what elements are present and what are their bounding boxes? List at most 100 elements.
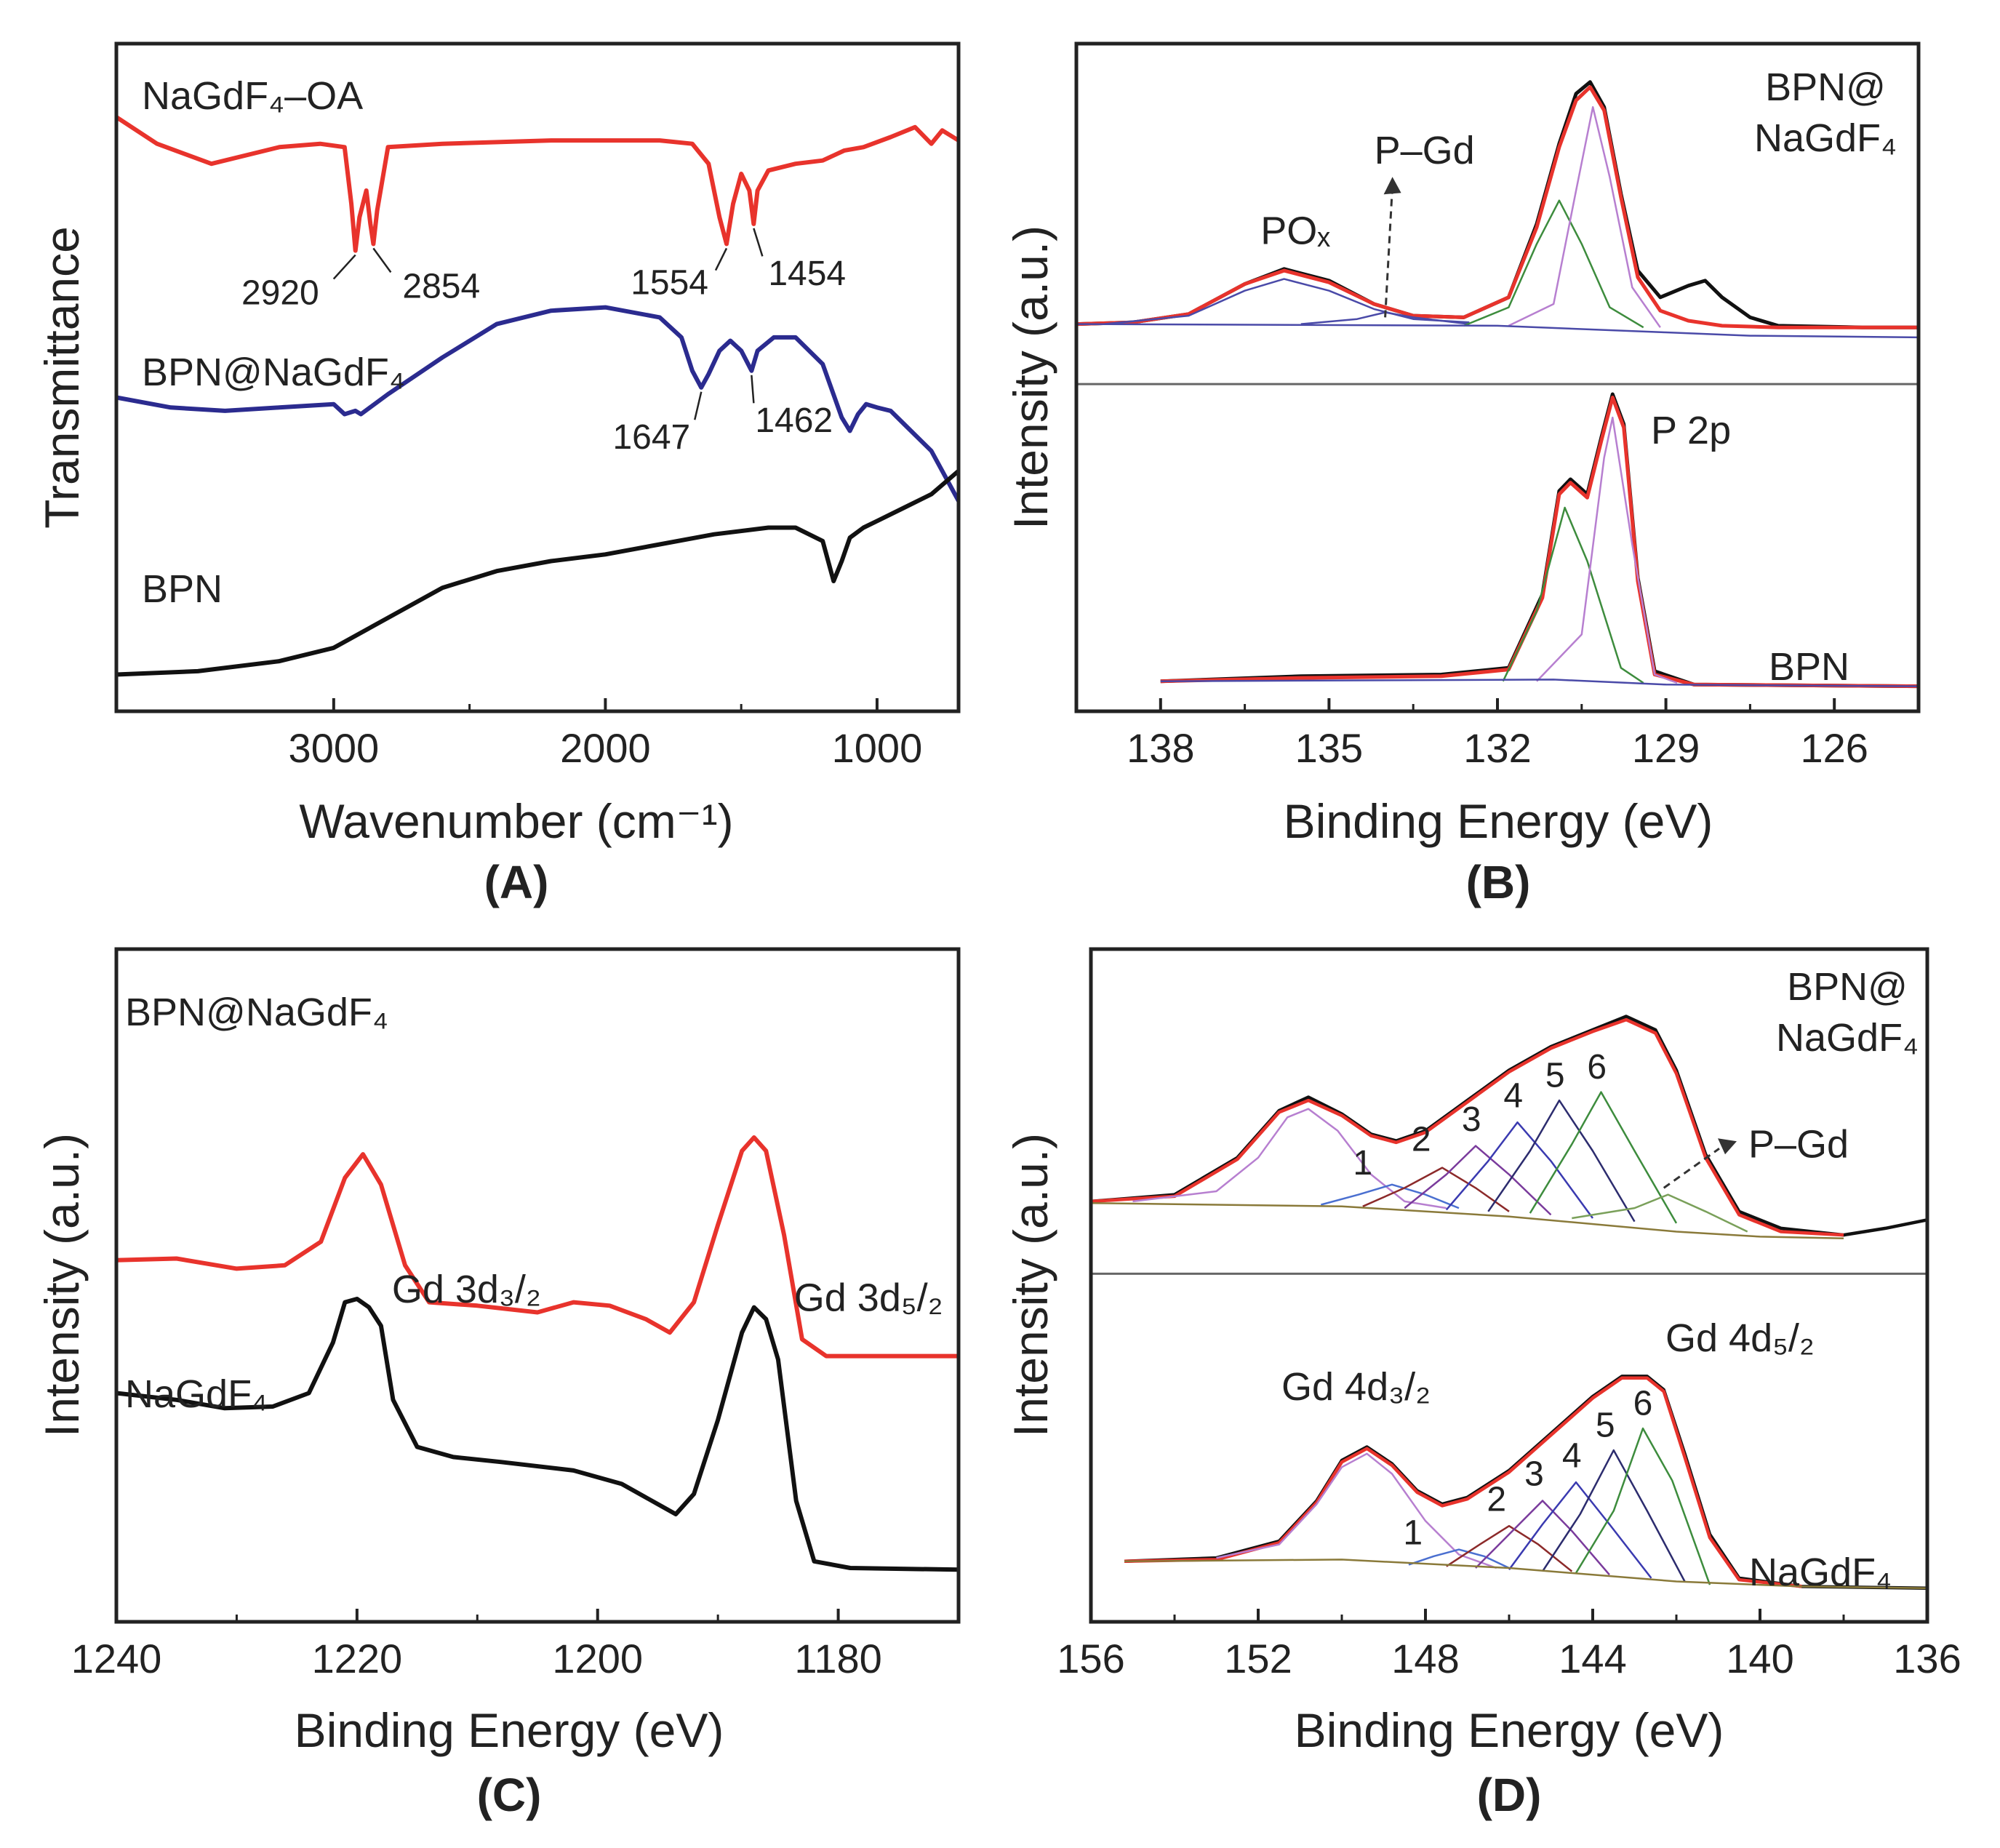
panel-a-annotation-1462: 1462 [755,401,833,440]
panel-b-tick-label: 132 [1463,725,1531,771]
panel-d-annotation-p-gd: P–Gd [1748,1122,1849,1166]
panel-d-tick-label: 136 [1893,1636,1961,1681]
panel-c-annotation-gd-3d: Gd 3d₅/₂ [794,1276,943,1320]
panel-c-ticks: 1240 1220 1200 1180 [71,1609,882,1681]
panel-b-series-bpn-nagdf-background [1076,323,1919,339]
panel-d-x-axis-title: Binding Energy (eV) [1295,1703,1724,1757]
panel-d-peak-label-1: 1 [1403,1514,1423,1553]
panel-b-tick-label: 129 [1632,725,1700,771]
panel-b-series-bpn-nagdf-fit [1076,85,1919,329]
panel-c-y-axis-title: Intensity (a.u.) [35,1133,89,1437]
panel-c-plot [116,1135,959,1572]
panel-a-annotation-2854: 2854 [402,267,480,305]
panel-d-series-bpn-nagdf-peak-4 [1445,1121,1594,1219]
panel-a-series-label-bpn: BPN [142,567,223,611]
panel-b-tick-label: 135 [1295,725,1363,771]
panel-d-peak-label-4: 4 [1503,1076,1523,1115]
panel-a: 3000 2000 1000 Transmittance Wavenumber (c… [35,41,961,908]
panel-d-peak-label-6: 6 [1633,1385,1653,1423]
panel-a-tick-label: 1000 [832,725,923,771]
panel-b-series-bpn-fit [1160,396,1919,689]
panel-b-series-bpn-p-2p1-2-component [1502,506,1644,684]
panel-a-label: (A) [484,856,549,908]
panel-a-annotation-1647: 1647 [612,418,690,457]
panel-a-series-bpn-nagdf [116,305,961,503]
panel-b-ticks: 138 135 132 129 126 [1127,698,1868,771]
panel-d-tick-label: 156 [1057,1636,1124,1681]
panel-d-series-nagdf-peak-4 [1508,1481,1652,1579]
panel-d-tick-label: 140 [1726,1636,1793,1681]
panel-b-series-bpn-background [1160,679,1919,687]
panel-b-y-axis-title: Intensity (a.u.) [1004,225,1057,529]
panel-b-series-label-bpn-at: BPN@ [1765,65,1886,109]
panel-b-plot [1076,80,1919,689]
panel-a-plot [115,115,961,677]
panel-c-annotations: Gd 3d₃/₂ Gd 3d₅/₂ [392,1268,943,1320]
panel-a-x-axis-title: Wavenumber (cm⁻¹) [299,794,733,848]
panel-d-p-gd-arrowhead [1718,1138,1737,1155]
panel-a-annotation-2920: 2920 [241,274,319,313]
panel-d-peak-label-2: 2 [1412,1121,1431,1159]
panel-d-series-nagdf-fit [1124,1376,1802,1588]
panel-a-annotation-1554: 1554 [631,263,708,302]
panel-d-peak-label-1: 1 [1353,1144,1372,1183]
panel-c-tick-label: 1220 [312,1636,403,1681]
panel-d-series-label-nagdf4-top: NaGdF₄ [1776,1016,1919,1060]
panel-c-series-label-bpn-nagdf4: BPN@NaGdF₄ [125,991,388,1034]
panel-c-tick-label: 1180 [794,1636,881,1681]
panel-d-ticks: 156 152 148 144 140 136 [1057,1609,1961,1681]
panel-a-series-label-bpn-nagdf4: BPN@NaGdF₄ [142,351,405,394]
panel-b-p-gd-arrowhead [1383,177,1401,195]
panel-a-series-label-naGdF4-oa: NaGdF₄–OA [142,74,363,118]
panel-a-ticks: 3000 2000 1000 [289,698,923,771]
panel-b-x-axis-title: Binding Energy (eV) [1284,794,1713,848]
panel-d-series-label-gd4d32: Gd 4d₃/₂ [1281,1365,1431,1409]
panel-d-series-bpn-nagdf-peak-6 [1529,1091,1678,1224]
panel-a-annotation-1454: 1454 [768,255,846,293]
panel-d-annotations: P–Gd [1663,1122,1849,1189]
panel-d-peak-label-4: 4 [1562,1436,1582,1475]
panel-d-series-bpn-nagdf-peak-1 [1320,1183,1460,1209]
panel-b-series-bpn-nagdf-p-2p3-2-component [1508,105,1661,328]
panel-b-annotation-po: POₓ [1260,209,1330,252]
panel-b-annotation-p-gd: P–Gd [1375,129,1475,172]
panel-b-tick-label: 138 [1127,725,1194,771]
panel-d-series-nagdf-peak-5 [1541,1449,1686,1583]
panel-a-frame [114,41,961,713]
panel-d: 156 152 148 144 140 136 Intensity (a.u.) Bind… [1004,947,1961,1821]
panel-d-series-label-bpn-at: BPN@ [1787,965,1908,1009]
panel-a-series-bpn [116,469,960,677]
panel-b-label: (B) [1466,856,1531,908]
panel-d-series-bpn-nagdf-peak-2 [1362,1167,1510,1212]
panel-a-annotation-leader [372,247,392,273]
panel-b-p-gd-arrow-line [1384,185,1394,318]
panel-d-tick-label: 144 [1559,1636,1626,1681]
panel-d-plot [1090,1015,1928,1591]
panel-d-tick-label: 148 [1391,1636,1459,1681]
panel-d-peak-label-3: 3 [1462,1100,1481,1139]
panel-b-series-bpn-nagdf-po-component [1104,278,1470,325]
panel-d-tick-label: 152 [1224,1636,1292,1681]
panel-d-series-bpn-nagdf-fit [1090,1017,1844,1237]
panel-a-series-nagdf-oa [115,115,960,253]
panel-c-tick-label: 1200 [552,1636,643,1681]
panel-d-series-nagdf-peak-2 [1446,1524,1573,1572]
panel-b-tick-label: 126 [1800,725,1868,771]
panel-a-annotation-leader [694,391,703,420]
panel-b-annotations: POₓ P–Gd [1260,129,1475,318]
panel-d-series-nagdf-background [1124,1559,1928,1590]
panel-c-series-label-nagdf4: NaGdF₄ [125,1372,268,1416]
panel-c-series-nagdf [116,1297,959,1572]
panel-d-peak-label-2: 2 [1487,1480,1506,1519]
panel-c-series-bpn-nagdf [116,1135,959,1359]
panel-b: 138 135 132 129 126 Intensity (a.u.) Binding… [1004,41,1921,908]
panel-d-label: (D) [1477,1769,1542,1821]
panel-a-annotation-leader [751,375,755,404]
panel-c-annotation-gd-3d: Gd 3d₃/₂ [392,1268,541,1311]
panel-d-series-bpn-nagdf-background [1090,1201,1844,1240]
panel-c-label: (C) [477,1769,542,1821]
panel-d-peak-label-5: 5 [1545,1057,1565,1095]
panel-c-x-axis-title: Binding Energy (eV) [295,1703,724,1757]
panel-a-y-axis-title: Transmittance [35,226,89,529]
